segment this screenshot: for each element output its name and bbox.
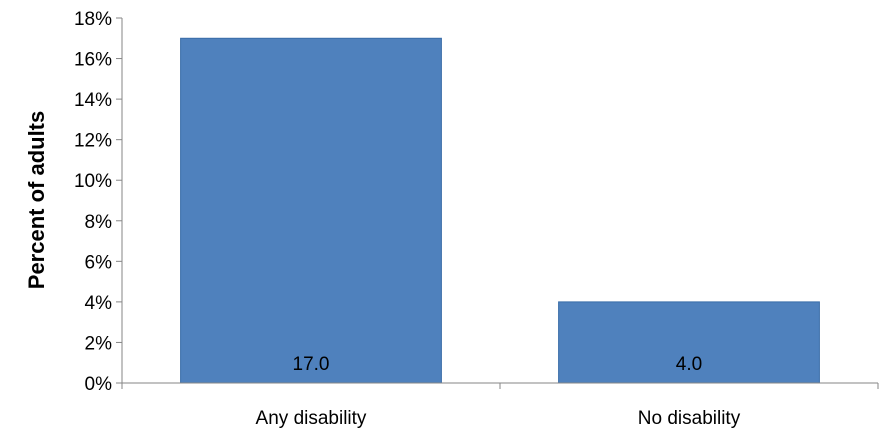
bar-data-label: 17.0 — [293, 354, 330, 375]
x-tick-label: Any disability — [256, 408, 367, 429]
y-tick-label: 2% — [85, 333, 113, 354]
y-tick-label: 14% — [74, 90, 112, 111]
y-tick-label: 12% — [74, 131, 112, 152]
y-tick-label: 10% — [74, 171, 112, 192]
y-tick-label: 6% — [85, 252, 113, 273]
y-tick-label: 8% — [85, 212, 113, 233]
bar — [180, 37, 442, 384]
y-axis-ticks: 0% 2% 4% 6% 8% 10% 12% 14% 16% 18% — [74, 9, 123, 395]
y-tick-label: 16% — [74, 50, 112, 71]
y-tick-label: 18% — [74, 9, 112, 30]
bar — [558, 301, 820, 384]
y-axis-title: Percent of adults — [24, 111, 49, 289]
x-axis: Any disability No disability — [121, 382, 879, 429]
y-tick-label: 4% — [85, 293, 113, 314]
bars-group: 17.0 4.0 — [180, 37, 820, 384]
y-tick-label: 0% — [85, 374, 113, 395]
bar-data-label: 4.0 — [676, 354, 702, 375]
x-tick-label: No disability — [638, 408, 741, 429]
